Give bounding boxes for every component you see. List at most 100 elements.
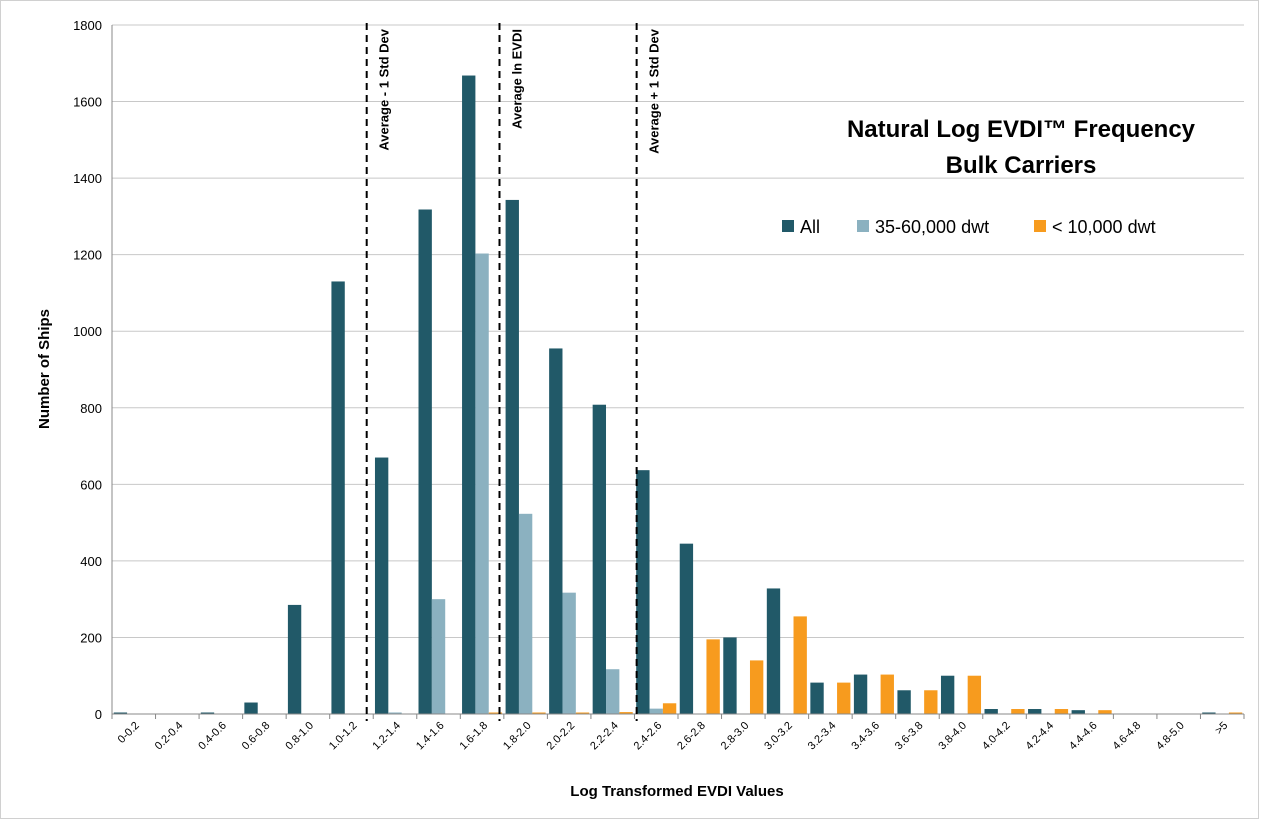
x-tick-label: 4.4-4.6 xyxy=(1067,720,1100,753)
bar-under-10k xyxy=(1098,710,1112,714)
x-tick-label: 3.8-4.0 xyxy=(936,720,969,753)
y-axis-title: Number of Ships xyxy=(36,309,53,429)
x-axis-ticks: 0-0.2 0.2-0.4 0.4-0.6 0.6-0.8 0.8-1.0 1.0-1.2… xyxy=(111,714,1245,753)
x-tick-label: 1.4-1.6 xyxy=(414,720,447,753)
x-tick-label: 3.0-3.2 xyxy=(762,720,795,753)
x-tick-label: 0-0.2 xyxy=(116,720,142,746)
y-tick-label: 200 xyxy=(80,630,102,645)
x-tick-label: 0.8-1.0 xyxy=(283,720,316,753)
bar-all xyxy=(723,637,737,714)
x-tick-label: 1.8-2.0 xyxy=(501,720,534,753)
bar-all xyxy=(810,682,824,714)
x-tick-label: 3.4-3.6 xyxy=(849,720,882,753)
x-tick-label: 2.0-2.2 xyxy=(545,720,578,753)
annotation-label-2: Average ln EVDI xyxy=(509,29,524,129)
y-tick-label: 800 xyxy=(80,401,102,416)
bar-all xyxy=(897,690,911,714)
x-tick-label: 0.2-0.4 xyxy=(153,720,186,753)
bar-all xyxy=(287,604,302,714)
bar-under-10k xyxy=(793,616,807,714)
x-tick-label: 3.2-3.4 xyxy=(806,720,839,753)
bar-all xyxy=(853,674,868,714)
bar-all xyxy=(200,712,215,714)
bar-under-10k xyxy=(575,712,590,714)
annotations: Average - 1 Std Dev Average ln EVDI Averag… xyxy=(365,23,662,721)
chart-title-line1: Natural Log EVDI™ Frequency xyxy=(847,116,1196,143)
x-tick-label: 1.6-1.8 xyxy=(457,720,490,753)
bar-all xyxy=(984,709,998,714)
chart-title-line2: Bulk Carriers xyxy=(946,152,1097,179)
bar-under-10k xyxy=(1054,709,1069,714)
bar-all xyxy=(766,588,781,714)
x-tick-label: 4.2-4.4 xyxy=(1023,720,1056,753)
y-axis-ticks: 0 200 400 600 800 1000 1200 1400 1600 1800 xyxy=(73,18,102,722)
annotation-label-1: Average - 1 Std Dev xyxy=(377,28,392,150)
x-tick-label: 4.0-4.2 xyxy=(980,720,1013,753)
bar-under-10k xyxy=(532,712,546,714)
legend-swatch-all xyxy=(782,220,794,232)
bar-all xyxy=(1028,709,1042,714)
bar-all xyxy=(549,348,563,714)
bar-all xyxy=(592,404,607,714)
x-tick-label: 0.6-0.8 xyxy=(240,720,273,753)
bar-35-60k xyxy=(388,712,402,714)
bar-under-10k xyxy=(662,703,677,714)
bar-35-60k xyxy=(649,708,663,714)
bar-under-10k xyxy=(706,639,720,714)
x-tick-label: >5 xyxy=(1213,720,1230,737)
legend-label-all: All xyxy=(800,217,820,237)
x-tick-label: 2.2-2.4 xyxy=(588,720,621,753)
x-tick-label: 2.8-3.0 xyxy=(719,720,752,753)
bar-under-10k xyxy=(837,682,851,714)
y-tick-label: 0 xyxy=(95,707,102,722)
bar-all xyxy=(1071,710,1085,714)
bar-under-10k xyxy=(749,660,764,714)
bar-all xyxy=(940,675,955,714)
bar-35-60k xyxy=(518,513,533,714)
bar-under-10k xyxy=(967,675,982,714)
gridlines xyxy=(112,24,1244,638)
bar-under-10k xyxy=(1228,712,1243,714)
x-tick-label: 1.2-1.4 xyxy=(370,720,403,753)
y-tick-label: 1000 xyxy=(73,324,102,339)
y-tick-label: 400 xyxy=(80,554,102,569)
bar-all xyxy=(374,457,389,714)
legend: All 35-60,000 dwt < 10,000 dwt xyxy=(782,217,1156,237)
bar-35-60k xyxy=(431,599,446,714)
bar-all xyxy=(331,281,345,714)
legend-swatch-under-10k xyxy=(1034,220,1046,232)
bar-all xyxy=(679,543,694,714)
bar-all xyxy=(113,712,128,714)
legend-label-35-60k: 35-60,000 dwt xyxy=(875,217,989,237)
x-tick-label: 3.6-3.8 xyxy=(893,720,926,753)
bar-35-60k xyxy=(562,592,576,714)
y-tick-label: 600 xyxy=(80,477,102,492)
bar-all xyxy=(244,702,258,714)
bar-under-10k xyxy=(1011,709,1025,714)
x-axis-title: Log Transformed EVDI Values xyxy=(570,783,783,800)
bar-35-60k xyxy=(606,669,620,714)
x-tick-label: 1.0-1.2 xyxy=(327,720,360,753)
bar-under-10k xyxy=(924,690,938,714)
legend-swatch-35-60k xyxy=(857,220,869,232)
y-tick-label: 1200 xyxy=(73,248,102,263)
bar-under-10k xyxy=(880,674,894,714)
bar-under-10k xyxy=(619,712,633,714)
bar-35-60k xyxy=(475,253,489,714)
y-tick-label: 1600 xyxy=(73,95,102,110)
bar-all xyxy=(505,199,519,714)
bar-all xyxy=(418,209,432,714)
x-tick-label: 0.4-0.6 xyxy=(196,720,229,753)
bar-all xyxy=(462,75,476,714)
bar-all xyxy=(1202,712,1216,714)
x-tick-label: 4.6-4.8 xyxy=(1111,720,1144,753)
legend-label-under-10k: < 10,000 dwt xyxy=(1052,217,1156,237)
x-tick-label: 2.6-2.8 xyxy=(675,720,708,753)
bars xyxy=(113,75,1243,714)
x-tick-label: 4.8-5.0 xyxy=(1154,720,1187,753)
bar-under-10k xyxy=(488,712,503,714)
annotation-label-3: Average + 1 Std Dev xyxy=(647,28,662,154)
y-tick-label: 1400 xyxy=(73,171,102,186)
y-tick-label: 1800 xyxy=(73,18,102,33)
